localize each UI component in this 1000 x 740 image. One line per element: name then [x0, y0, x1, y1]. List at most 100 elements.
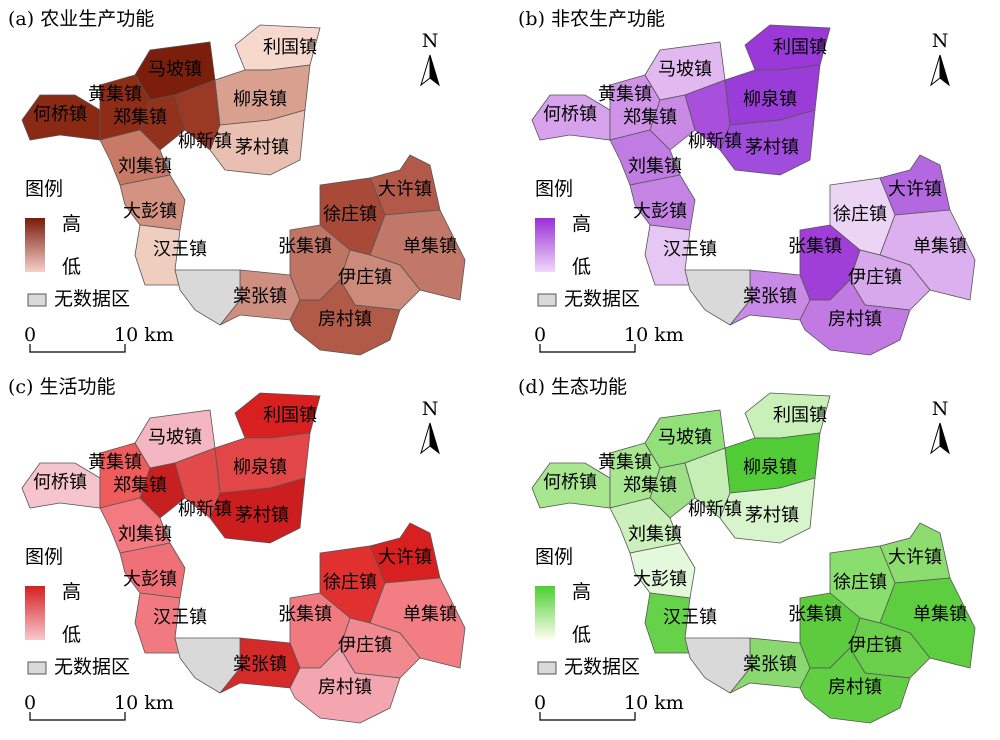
- town-label: 郑集镇: [113, 107, 167, 128]
- town-region: [799, 279, 911, 356]
- town-label: 利国镇: [263, 37, 317, 58]
- north-label: N: [932, 30, 949, 52]
- town-label: 徐庄镇: [833, 572, 887, 593]
- legend-low: 低: [62, 624, 81, 646]
- town-label: 柳新镇: [178, 131, 232, 152]
- town-label: 茅村镇: [745, 137, 799, 158]
- scale-end: 10 km: [114, 692, 174, 714]
- scale-bar: [29, 712, 126, 721]
- town-label: 汉王镇: [153, 607, 207, 628]
- town-label: 张集镇: [788, 236, 842, 257]
- north-arrow-right: [429, 422, 440, 455]
- north-arrow-left: [930, 422, 941, 455]
- legend-title: 图例: [535, 546, 573, 568]
- town-label: 马坡镇: [658, 427, 712, 448]
- town-label: 大彭镇: [633, 569, 687, 590]
- legend-high: 高: [572, 581, 591, 603]
- town-label: 郑集镇: [113, 475, 167, 496]
- legend-no-data: 无数据区: [564, 288, 640, 310]
- legend-no-data-swatch: [537, 661, 557, 675]
- town-label: 郑集镇: [623, 475, 677, 496]
- legend-ramp: [25, 218, 45, 272]
- town-label: 柳泉镇: [233, 89, 287, 110]
- legend-ramp: [25, 586, 45, 640]
- town-label: 伊庄镇: [338, 635, 392, 656]
- town-label: 张集镇: [788, 604, 842, 625]
- town-label: 棠张镇: [233, 654, 287, 675]
- town-label: 张集镇: [278, 604, 332, 625]
- legend-no-data-swatch: [27, 293, 47, 307]
- town-label: 汉王镇: [663, 239, 717, 260]
- north-arrow-left: [420, 54, 431, 87]
- town-label: 房村镇: [318, 309, 372, 330]
- scale-start: 0: [24, 692, 36, 714]
- town-label: 柳新镇: [688, 499, 742, 520]
- scale-bar: [539, 712, 636, 721]
- town-region: [209, 109, 306, 176]
- town-label: 柳新镇: [688, 131, 742, 152]
- town-region: [209, 477, 306, 544]
- town-label: 刘集镇: [628, 524, 682, 545]
- north-label: N: [422, 30, 439, 52]
- town-label: 何桥镇: [543, 472, 597, 493]
- legend-title: 图例: [535, 178, 573, 200]
- town-label: 茅村镇: [235, 505, 289, 526]
- town-label: 郑集镇: [623, 107, 677, 128]
- town-label: 汉王镇: [663, 607, 717, 628]
- north-arrow-left: [420, 422, 431, 455]
- town-label: 利国镇: [263, 405, 317, 426]
- town-region: [289, 647, 401, 724]
- town-label: 茅村镇: [745, 505, 799, 526]
- town-label: 棠张镇: [743, 654, 797, 675]
- panel-title: (c) 生活功能: [8, 376, 116, 398]
- town-label: 徐庄镇: [323, 572, 377, 593]
- town-label: 大彭镇: [123, 569, 177, 590]
- town-label: 单集镇: [403, 236, 457, 257]
- town-label: 棠张镇: [233, 286, 287, 307]
- scale-start: 0: [24, 324, 36, 346]
- town-label: 单集镇: [913, 236, 967, 257]
- town-label: 柳泉镇: [233, 457, 287, 478]
- legend-no-data-swatch: [537, 293, 557, 307]
- legend-high: 高: [62, 581, 81, 603]
- town-label: 黄集镇: [88, 452, 142, 473]
- north-arrow-left: [930, 54, 941, 87]
- town-label: 刘集镇: [628, 156, 682, 177]
- scale-start: 0: [534, 324, 546, 346]
- town-label: 大彭镇: [633, 201, 687, 222]
- town-label: 伊庄镇: [338, 267, 392, 288]
- legend-low: 低: [572, 256, 591, 278]
- no-data-region: [174, 269, 241, 326]
- town-label: 张集镇: [278, 236, 332, 257]
- town-label: 黄集镇: [88, 84, 142, 105]
- legend-ramp: [535, 218, 555, 272]
- town-label: 房村镇: [318, 677, 372, 698]
- legend-no-data-swatch: [27, 661, 47, 675]
- town-label: 马坡镇: [148, 427, 202, 448]
- scale-start: 0: [534, 692, 546, 714]
- town-label: 利国镇: [773, 405, 827, 426]
- legend-no-data: 无数据区: [54, 288, 130, 310]
- town-label: 汉王镇: [153, 239, 207, 260]
- legend-title: 图例: [25, 546, 63, 568]
- legend-high: 高: [572, 213, 591, 235]
- town-label: 黄集镇: [598, 452, 652, 473]
- town-label: 房村镇: [828, 677, 882, 698]
- legend-low: 低: [572, 624, 591, 646]
- town-label: 徐庄镇: [323, 204, 377, 225]
- town-label: 何桥镇: [33, 472, 87, 493]
- legend-no-data: 无数据区: [564, 656, 640, 678]
- scale-end: 10 km: [624, 692, 684, 714]
- north-arrow-right: [939, 422, 950, 455]
- north-label: N: [422, 398, 439, 420]
- town-label: 伊庄镇: [848, 635, 902, 656]
- town-label: 棠张镇: [743, 286, 797, 307]
- town-label: 刘集镇: [118, 156, 172, 177]
- town-label: 大许镇: [378, 547, 432, 568]
- north-arrow-right: [939, 54, 950, 87]
- legend-title: 图例: [25, 178, 63, 200]
- town-region: [799, 647, 911, 724]
